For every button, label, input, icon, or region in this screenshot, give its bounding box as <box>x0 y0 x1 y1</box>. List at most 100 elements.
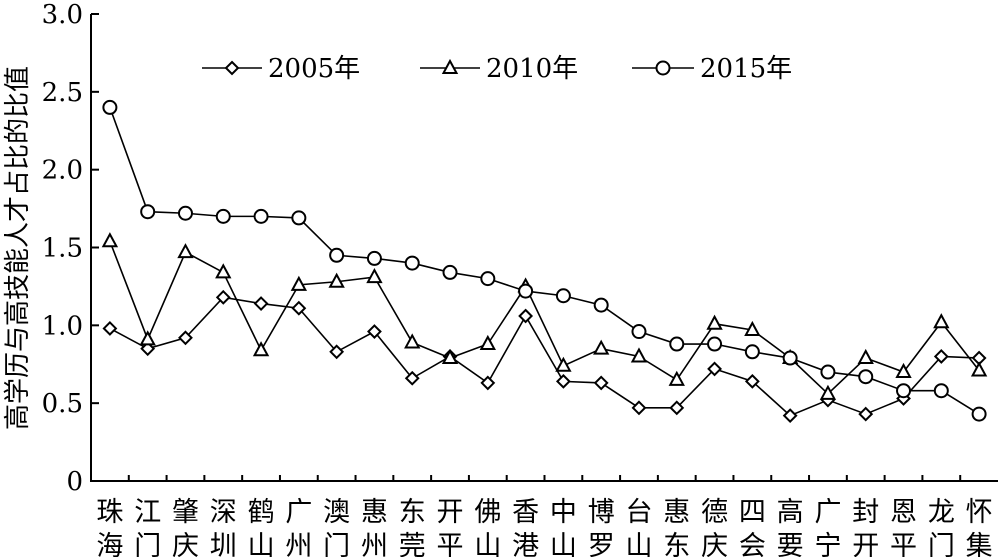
data-point-diamond <box>744 373 760 389</box>
data-point-circle <box>291 210 307 226</box>
data-point-triangle <box>970 361 988 377</box>
x-category-label: 庆 <box>701 531 728 557</box>
data-point-circle <box>102 99 118 115</box>
data-point-triangle <box>328 272 345 288</box>
data-point-circle <box>782 350 798 366</box>
x-category-label: 莞 <box>399 531 426 557</box>
x-category-label: 山 <box>625 531 652 557</box>
legend: 2005年 2010年 2015年 <box>202 54 792 84</box>
x-category-label: 山 <box>550 531 577 557</box>
x-category-label: 东 <box>663 531 690 557</box>
data-point-circle <box>442 264 458 280</box>
data-point-triangle <box>404 333 421 349</box>
data-point-triangle <box>706 314 723 330</box>
x-category-label: 州 <box>361 531 388 557</box>
data-point-triangle <box>290 275 308 291</box>
x-category-label: 罗 <box>588 531 615 557</box>
data-point-circle <box>707 336 723 352</box>
x-category-label: 佛 <box>474 497 501 528</box>
data-point-diamond <box>329 344 345 360</box>
legend-item: 2010年 <box>420 54 578 84</box>
data-point-circle <box>744 344 760 360</box>
legend-item: 2005年 <box>202 54 360 84</box>
data-point-triangle <box>555 356 572 372</box>
x-category-label: 开 <box>852 531 879 557</box>
y-tick-label: 1.5 <box>42 234 83 264</box>
data-point-triangle <box>101 232 119 248</box>
x-category-label: 德 <box>701 497 728 528</box>
x-category-label: 东 <box>399 497 426 528</box>
x-category-label: 广 <box>814 497 841 528</box>
data-point-circle <box>820 364 836 380</box>
y-axis: 0 0.5 1.0 1.5 2.0 2.5 3.0 <box>42 0 99 497</box>
data-point-circle <box>177 205 193 221</box>
x-category-label: 惠 <box>361 497 388 528</box>
x-axis: 珠海江门肇庆深圳鹤山广州澳门惠州东莞开平佛山香港中山博罗台山惠东德庆四会高要广宁… <box>96 475 993 557</box>
data-point-triangle <box>819 384 837 400</box>
data-point-triangle <box>895 362 912 379</box>
x-category-label: 开 <box>437 497 464 528</box>
x-category-label: 庆 <box>172 531 199 557</box>
data-point-triangle <box>744 320 761 337</box>
data-point-triangle <box>593 339 610 355</box>
data-point-circle <box>858 369 874 385</box>
data-point-diamond <box>367 324 382 339</box>
data-point-triangle <box>366 267 383 284</box>
data-point-triangle <box>215 263 232 279</box>
data-point-circle <box>933 383 949 399</box>
data-point-diamond <box>404 370 420 386</box>
x-category-label: 平 <box>890 531 917 557</box>
series-line <box>109 296 980 417</box>
series-3 <box>102 99 987 422</box>
y-axis-title: 高学历与高技能人才占比的比值 <box>3 66 33 430</box>
y-tick-label: 1.0 <box>42 311 83 341</box>
data-point-circle <box>896 383 912 399</box>
x-category-label: 门 <box>928 531 955 557</box>
data-point-diamond <box>593 375 609 391</box>
data-point-circle <box>404 255 420 271</box>
data-point-circle <box>555 288 571 304</box>
data-point-circle <box>518 283 534 299</box>
y-tick-label: 2.0 <box>42 156 83 186</box>
axis-lines <box>90 14 998 482</box>
x-category-label: 恩 <box>890 497 917 528</box>
x-category-label: 鹤 <box>248 497 275 528</box>
data-point-triangle <box>252 341 270 357</box>
y-tick-label: 2.5 <box>42 78 83 108</box>
data-point-diamond <box>215 289 231 305</box>
x-category-label: 封 <box>852 497 879 528</box>
data-point-circle <box>480 271 496 287</box>
x-category-label: 要 <box>777 531 804 557</box>
data-point-triangle <box>139 330 156 346</box>
x-category-label: 台 <box>625 497 652 528</box>
data-point-diamond <box>669 400 685 416</box>
legend-label: 2010年 <box>486 54 578 84</box>
series-line <box>109 240 980 395</box>
x-category-label: 四 <box>739 497 766 528</box>
data-point-circle <box>215 208 231 224</box>
x-category-label: 怀 <box>966 497 993 528</box>
data-point-triangle <box>933 313 950 329</box>
x-category-label: 惠 <box>663 497 690 528</box>
x-category-label: 江 <box>134 497 161 528</box>
data-point-diamond <box>140 341 156 357</box>
data-point-triangle <box>177 243 194 259</box>
x-category-label: 山 <box>474 531 501 557</box>
y-tick-label: 0 <box>66 467 83 497</box>
y-tick-label: 0.5 <box>42 389 83 419</box>
data-point-diamond <box>631 400 647 416</box>
x-category-label: 龙 <box>928 497 955 528</box>
series-layer <box>101 99 988 424</box>
y-tick-label: 3.0 <box>42 0 83 30</box>
legend-label: 2005年 <box>268 54 360 84</box>
x-category-label: 门 <box>323 531 350 557</box>
data-point-triangle <box>441 58 459 74</box>
x-category-label: 香 <box>512 497 539 528</box>
data-point-diamond <box>933 349 949 364</box>
x-category-label: 门 <box>134 531 161 557</box>
data-point-diamond <box>707 361 722 377</box>
x-category-label: 深 <box>210 497 237 528</box>
x-category-label: 港 <box>512 531 539 557</box>
data-point-diamond <box>480 375 496 391</box>
